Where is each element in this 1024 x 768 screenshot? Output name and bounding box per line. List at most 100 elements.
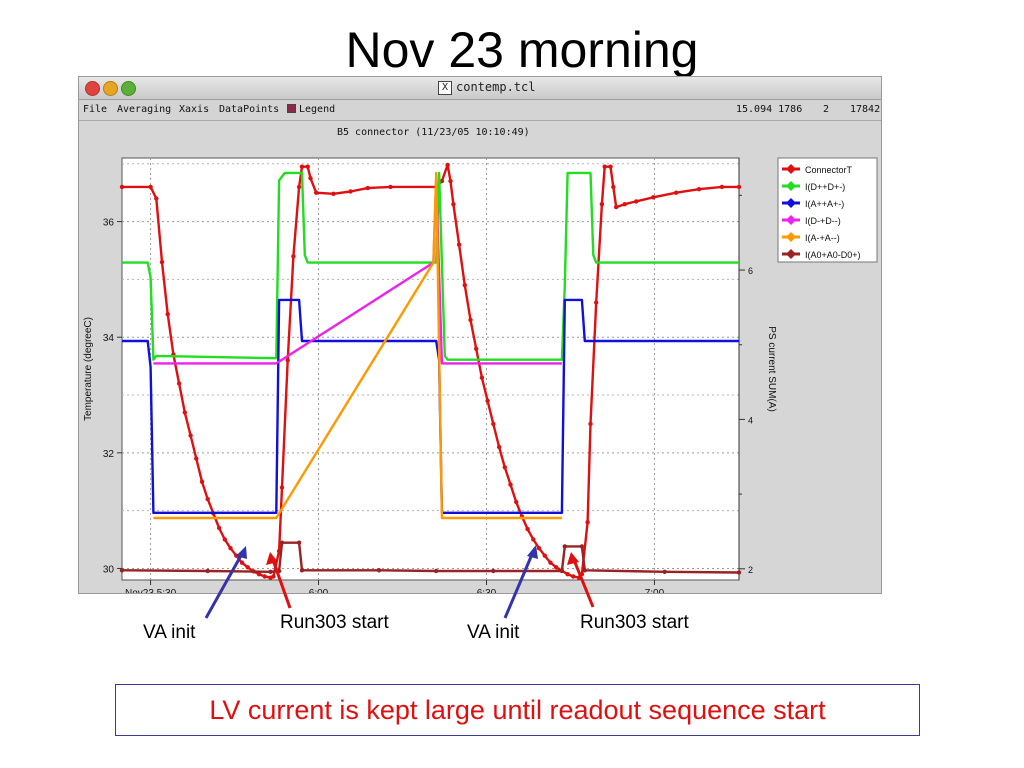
series-line-i-a-a xyxy=(153,171,562,520)
data-point-connectort xyxy=(634,199,639,204)
data-point-connectort xyxy=(439,178,445,184)
menu-file[interactable]: File xyxy=(83,104,108,115)
data-point-connectort xyxy=(194,456,199,461)
data-point-i-a0-a0-d0 xyxy=(279,540,285,545)
y-tick-label: 34 xyxy=(103,333,115,344)
data-point-connectort xyxy=(299,164,305,169)
data-point-i-a0-a0-d0 xyxy=(559,568,565,574)
y2-tick-label: 6 xyxy=(748,266,753,276)
data-point-i-a0-a0-d0 xyxy=(205,568,210,574)
x11-icon: X xyxy=(438,81,452,95)
data-point-i-a0-a0-d0 xyxy=(119,568,125,573)
data-point-connectort xyxy=(611,184,616,190)
data-point-connectort xyxy=(696,187,702,192)
data-point-connectort xyxy=(599,202,605,207)
data-point-connectort xyxy=(305,164,310,169)
plot-background xyxy=(121,157,740,581)
data-point-connectort xyxy=(588,421,593,427)
legend-entry-label: ConnectorT xyxy=(805,165,853,175)
data-point-connectort xyxy=(285,358,290,363)
data-point-connectort xyxy=(554,565,559,570)
data-point-connectort xyxy=(502,465,507,470)
data-point-connectort xyxy=(176,381,182,386)
minimize-button[interactable] xyxy=(103,81,118,96)
data-point-connectort xyxy=(451,202,456,207)
legend-marker xyxy=(786,198,796,208)
app-window: X contemp.tcl File Averaging Xaxis DataP… xyxy=(78,76,882,594)
menu-legend-label: Legend xyxy=(299,104,336,115)
data-point-connectort xyxy=(496,444,502,450)
window-title: contemp.tcl xyxy=(456,80,536,94)
summary-box: LV current is kept large until readout s… xyxy=(115,684,920,736)
legend-entry-label: I(D-+D--) xyxy=(805,216,841,226)
legend-marker xyxy=(786,232,796,242)
data-point-connectort xyxy=(479,375,485,380)
data-point-i-a0-a0-d0 xyxy=(736,570,742,575)
legend-marker xyxy=(786,215,796,225)
y-tick-label: 32 xyxy=(103,449,115,460)
data-point-i-a0-a0-d0 xyxy=(582,568,587,573)
menu-xaxis[interactable]: Xaxis xyxy=(179,104,210,115)
data-point-connectort xyxy=(736,184,742,190)
y2-tick-label: 4 xyxy=(748,415,753,425)
data-point-connectort xyxy=(279,485,285,490)
data-point-connectort xyxy=(154,196,159,201)
menu-datapoints[interactable]: DataPoints xyxy=(219,104,280,115)
data-point-connectort xyxy=(608,164,613,169)
data-point-connectort xyxy=(571,574,576,579)
data-point-connectort xyxy=(448,178,453,184)
legend-box xyxy=(777,157,878,263)
data-point-connectort xyxy=(542,553,547,558)
data-point-connectort xyxy=(245,565,250,570)
close-button[interactable] xyxy=(85,81,100,96)
data-point-connectort xyxy=(228,546,233,551)
legend-marker xyxy=(786,181,796,191)
data-point-connectort xyxy=(308,176,313,181)
menu-legend[interactable]: Legend xyxy=(287,104,335,115)
data-point-connectort xyxy=(565,572,570,577)
data-point-i-a0-a0-d0 xyxy=(562,544,567,549)
x-tick-label: 7:00 xyxy=(645,588,665,593)
data-point-connectort xyxy=(239,560,245,565)
legend-entry-label: I(A++A+-) xyxy=(805,199,844,209)
data-point-connectort xyxy=(296,184,302,190)
legend-checkbox[interactable] xyxy=(287,104,296,113)
data-point-connectort xyxy=(365,185,370,191)
x-tick-label: 6:30 xyxy=(477,588,497,593)
data-point-connectort xyxy=(462,283,467,288)
legend-entry-label: I(D++D+-) xyxy=(805,182,845,192)
zoom-button[interactable] xyxy=(121,81,136,96)
y2-axis-label: PS current SUM(A) xyxy=(766,326,777,412)
data-point-connectort xyxy=(614,204,619,210)
data-point-connectort xyxy=(205,496,210,502)
data-point-connectort xyxy=(576,575,582,580)
data-point-connectort xyxy=(674,190,679,195)
legend-entry-label: I(A-+A--) xyxy=(805,233,840,243)
y-axis-label: Temperature (degreeC) xyxy=(83,317,94,421)
data-point-connectort xyxy=(585,520,590,525)
data-point-connectort xyxy=(182,410,187,415)
series-line-i-a-a xyxy=(122,298,739,514)
data-point-connectort xyxy=(485,398,490,403)
data-point-connectort xyxy=(216,525,222,531)
data-point-connectort xyxy=(271,574,276,579)
run303-start-label-1: Run303 start xyxy=(280,612,389,633)
data-point-i-a0-a0-d0 xyxy=(579,544,585,549)
data-point-connectort xyxy=(314,190,319,195)
readout-value: 17842 xyxy=(850,104,881,115)
data-point-i-a0-a0-d0 xyxy=(434,568,439,574)
y2-tick-label: 2 xyxy=(748,565,753,575)
y-tick-label: 36 xyxy=(103,218,115,229)
cursor-readout: 15.094 1786 xyxy=(736,104,803,115)
window-titlebar[interactable]: X contemp.tcl xyxy=(79,77,881,100)
data-point-connectort xyxy=(474,346,479,351)
data-point-connectort xyxy=(719,184,725,190)
legend-marker xyxy=(786,249,796,259)
data-point-connectort xyxy=(199,479,205,484)
menu-averaging[interactable]: Averaging xyxy=(117,104,172,115)
run303-start-label-2: Run303 start xyxy=(580,612,689,633)
data-point-connectort xyxy=(622,202,627,207)
